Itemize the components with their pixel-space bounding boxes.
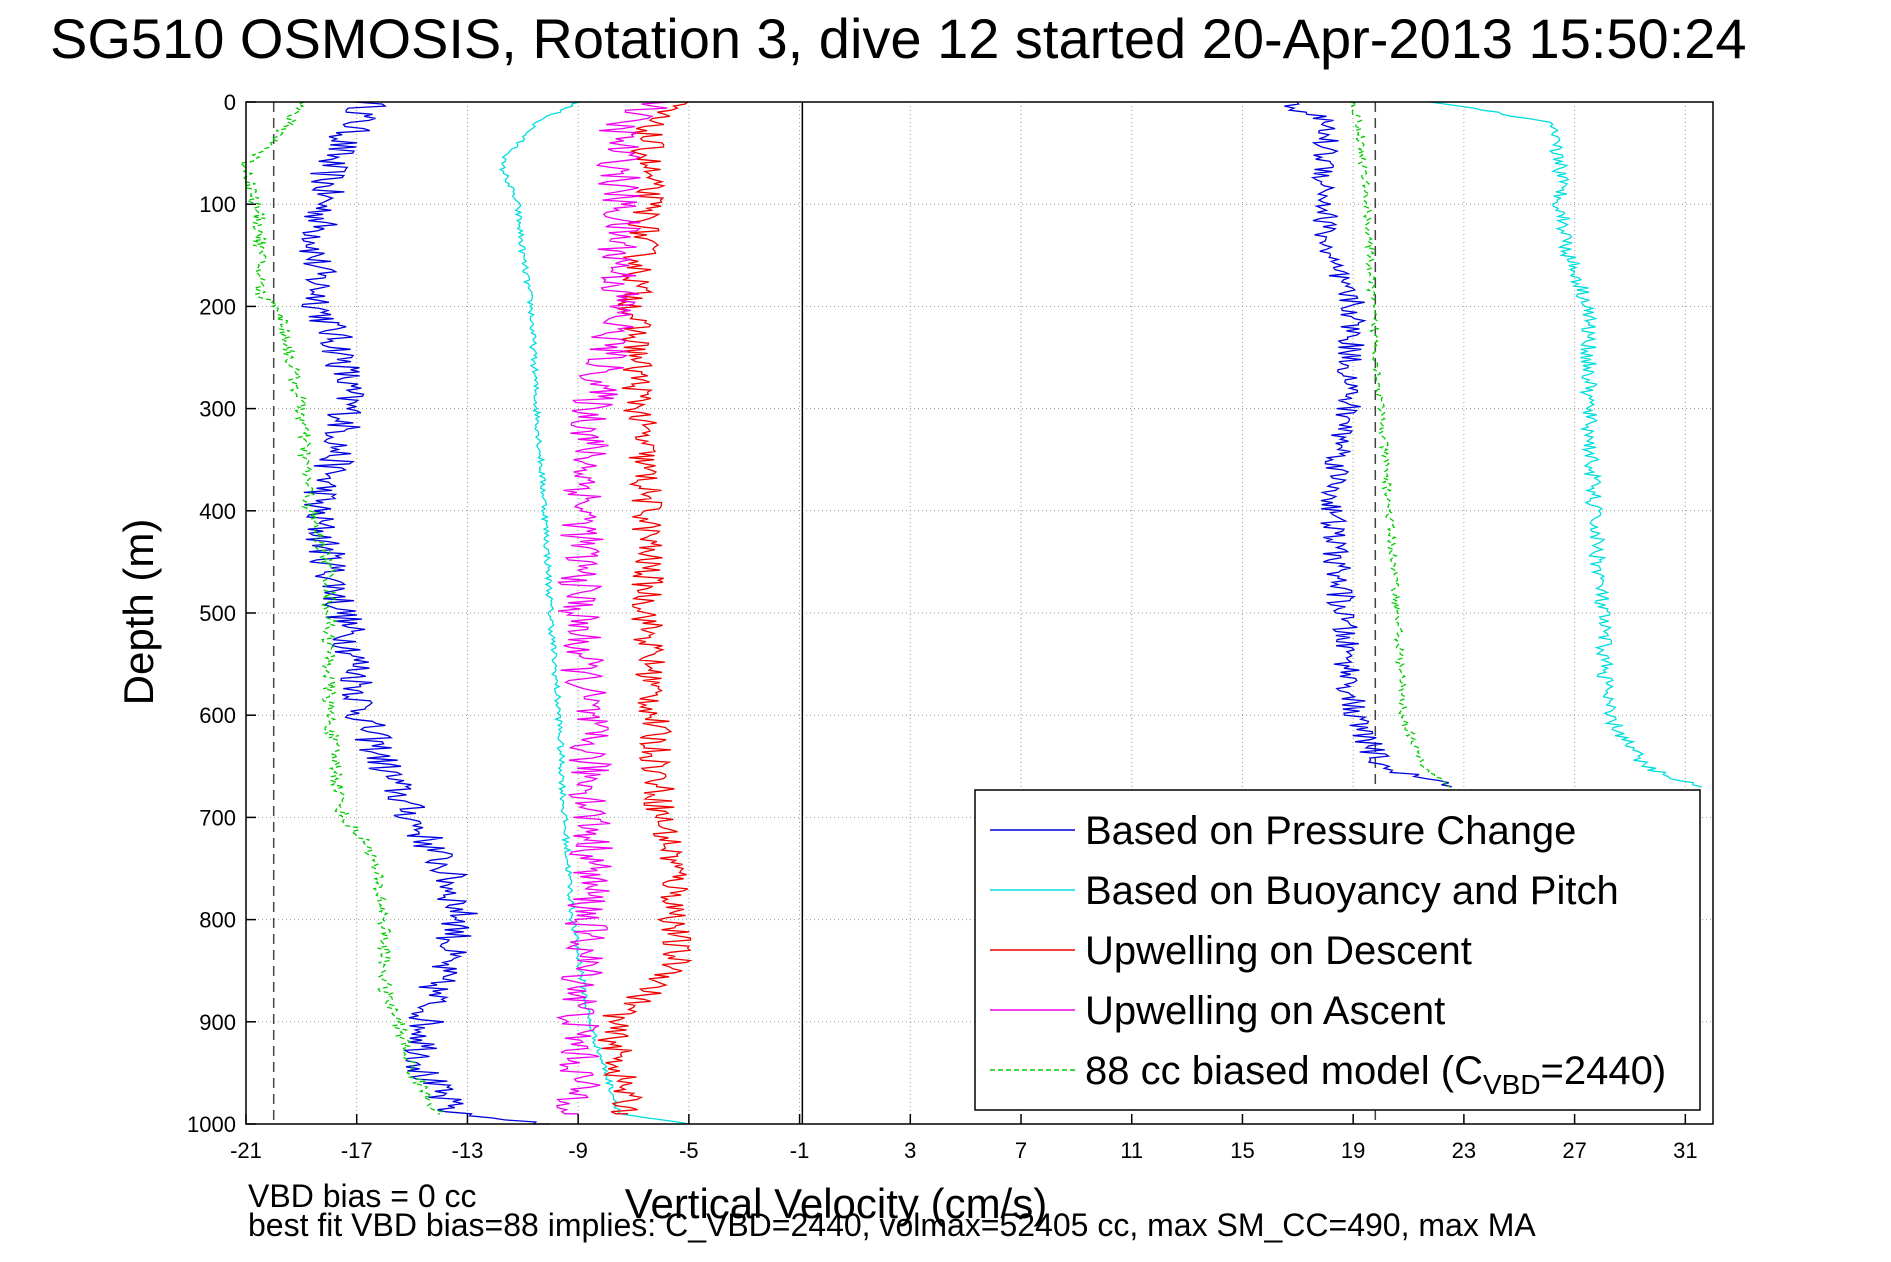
series-line-1 (499, 101, 690, 1125)
legend-label: Based on Pressure Change (1085, 809, 1576, 853)
series-layer (238, 101, 1702, 1125)
y-tick-label: 500 (199, 601, 236, 626)
x-tick-label: 31 (1673, 1138, 1697, 1163)
legend-label: Upwelling on Ascent (1085, 989, 1445, 1033)
y-tick-label: 0 (224, 90, 236, 115)
x-tick-label: -13 (452, 1138, 484, 1163)
y-tick-label: 900 (199, 1010, 236, 1035)
series-line-3 (555, 101, 670, 1115)
y-tick-label: 800 (199, 908, 236, 933)
x-tick-label: -17 (341, 1138, 373, 1163)
series-line-4 (238, 101, 444, 1115)
y-tick-label: 600 (199, 703, 236, 728)
x-tick-label: 19 (1341, 1138, 1365, 1163)
legend-label: Upwelling on Descent (1085, 929, 1472, 973)
y-tick-label: 1000 (187, 1112, 236, 1137)
chart-title: SG510 OSMOSIS, Rotation 3, dive 12 start… (50, 7, 1747, 70)
series-line-5 (1284, 101, 1452, 788)
series-line-2 (597, 101, 693, 1115)
y-tick-label: 200 (199, 294, 236, 319)
x-tick-label: 27 (1562, 1138, 1586, 1163)
y-tick-label: 700 (199, 805, 236, 830)
series-line-7 (1350, 101, 1450, 788)
x-tick-label: 23 (1452, 1138, 1476, 1163)
x-tick-label: -1 (790, 1138, 810, 1163)
legend-label: Based on Buoyancy and Pitch (1085, 869, 1619, 913)
x-tick-label: 15 (1230, 1138, 1254, 1163)
best-fit-note: best fit VBD bias=88 implies: C_VBD=2440… (248, 1207, 1536, 1243)
legend-layer: Based on Pressure Change Based on Buoyanc… (974, 789, 1701, 1111)
series-line-6 (1429, 101, 1702, 788)
x-axis-label: Vertical Velocity (cm/s) (625, 1180, 1047, 1227)
y-tick-label: 400 (199, 499, 236, 524)
series-line-0 (299, 101, 551, 1125)
y-tick-label: 100 (199, 192, 236, 217)
x-tick-label: 11 (1120, 1138, 1143, 1163)
y-tick-label: 300 (199, 397, 236, 422)
x-tick-label: -21 (230, 1138, 262, 1163)
legend-box (974, 789, 1701, 1111)
axes-layer: -21 -17 -13 -9 -5 -1 3 7 11 15 19 23 27 3101002003004… (187, 90, 1714, 1163)
legend-label: 88 cc biased model (CVBD=2440) (1085, 1049, 1666, 1100)
x-tick-label: 7 (1015, 1138, 1027, 1163)
vbd-bias-note: VBD bias = 0 cc (248, 1178, 477, 1214)
x-tick-label: -5 (679, 1138, 699, 1163)
x-tick-label: 3 (904, 1138, 916, 1163)
x-tick-label: -9 (568, 1138, 588, 1163)
y-axis-label: Depth (m) (115, 519, 162, 706)
